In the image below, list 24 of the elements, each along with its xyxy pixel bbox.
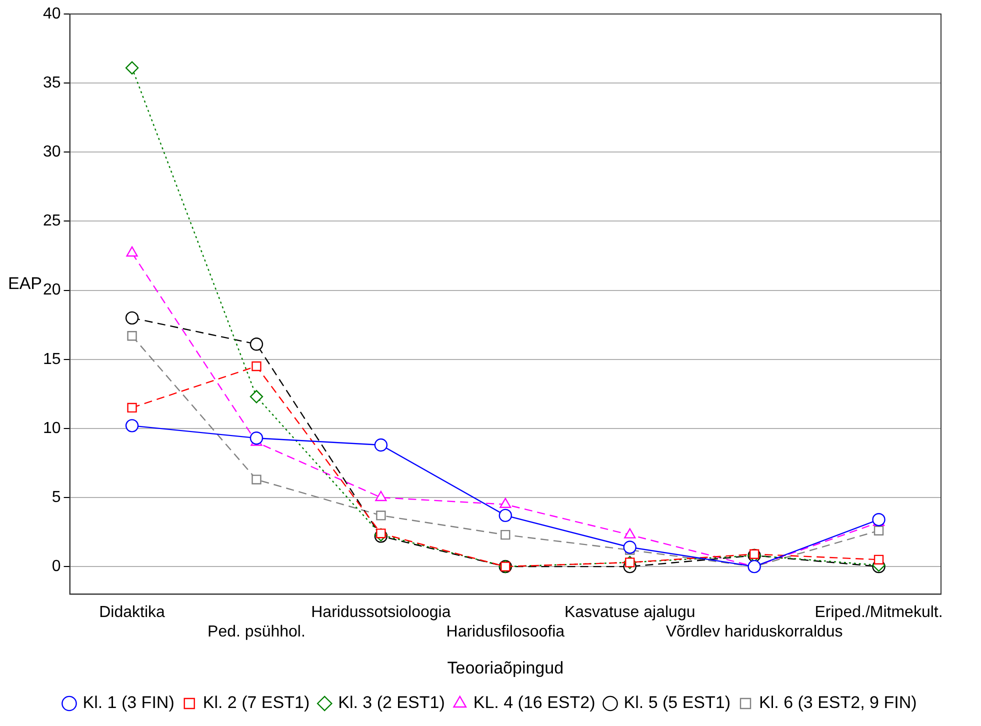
x-tick-label: Haridussotsioloogia xyxy=(311,604,451,622)
x-axis-title: Teooriaõpingud xyxy=(447,658,564,678)
x-tick-label: Didaktika xyxy=(99,604,166,622)
x-tick-label: Eriped./Mitmekult. xyxy=(814,604,943,622)
legend-label: Kl. 5 (5 EST1) xyxy=(624,693,731,712)
y-tick-label: 0 xyxy=(52,558,61,575)
y-tick-label: 30 xyxy=(43,144,61,161)
legend-label: Kl. 3 (2 EST1) xyxy=(338,693,445,712)
y-tick-label: 15 xyxy=(43,350,61,368)
y-tick-label: 25 xyxy=(43,212,61,230)
legend-label: Kl. 1 (3 FIN) xyxy=(82,693,174,712)
y-tick-label: 20 xyxy=(43,282,61,299)
x-tick-label: Haridusfilosoofia xyxy=(446,623,565,640)
y-tick-label: 40 xyxy=(43,5,61,22)
x-tick-label: Kasvatuse ajalugu xyxy=(564,604,696,622)
x-tick-label: Võrdlev hariduskorraldus xyxy=(666,623,843,640)
legend-label: KL. 4 (16 EST2) xyxy=(473,693,596,712)
x-tick-label: Ped. psühhol. xyxy=(208,623,306,640)
legend-label: Kl. 2 (7 EST1) xyxy=(202,693,310,712)
y-axis-title: EAP xyxy=(8,274,42,293)
y-tick-label: 10 xyxy=(43,420,61,437)
y-tick-label: 5 xyxy=(52,488,61,506)
y-tick-label: 35 xyxy=(43,74,61,92)
legend-label: Kl. 6 (3 EST2, 9 FIN) xyxy=(759,693,917,712)
